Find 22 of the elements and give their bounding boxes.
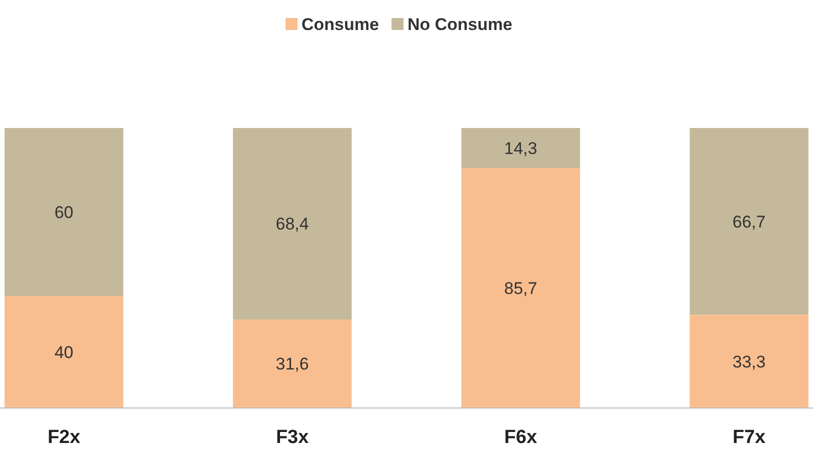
data-label: 14,3	[504, 138, 538, 158]
data-label: 60	[54, 202, 74, 222]
bar	[232, 128, 352, 320]
bar	[4, 296, 124, 408]
bar	[461, 168, 580, 408]
x-tick-label: F3x	[276, 427, 310, 448]
x-tick-label: F7x	[732, 427, 766, 448]
bar	[4, 128, 124, 296]
data-label: 33,3	[732, 352, 766, 372]
data-label: 66,7	[732, 212, 766, 232]
bar	[690, 128, 808, 315]
bar	[461, 128, 580, 168]
x-tick-label: F2x	[48, 427, 81, 448]
legend-label: Consume	[302, 14, 379, 34]
bar	[232, 320, 352, 408]
bar	[690, 314, 808, 408]
data-label: 68,4	[276, 214, 309, 234]
legend-label: No Consume	[408, 14, 512, 34]
x-tick-label: F6x	[504, 427, 538, 448]
data-label: 31,6	[276, 354, 309, 374]
data-label: 40	[54, 342, 74, 362]
data-label: 85,7	[504, 278, 538, 298]
